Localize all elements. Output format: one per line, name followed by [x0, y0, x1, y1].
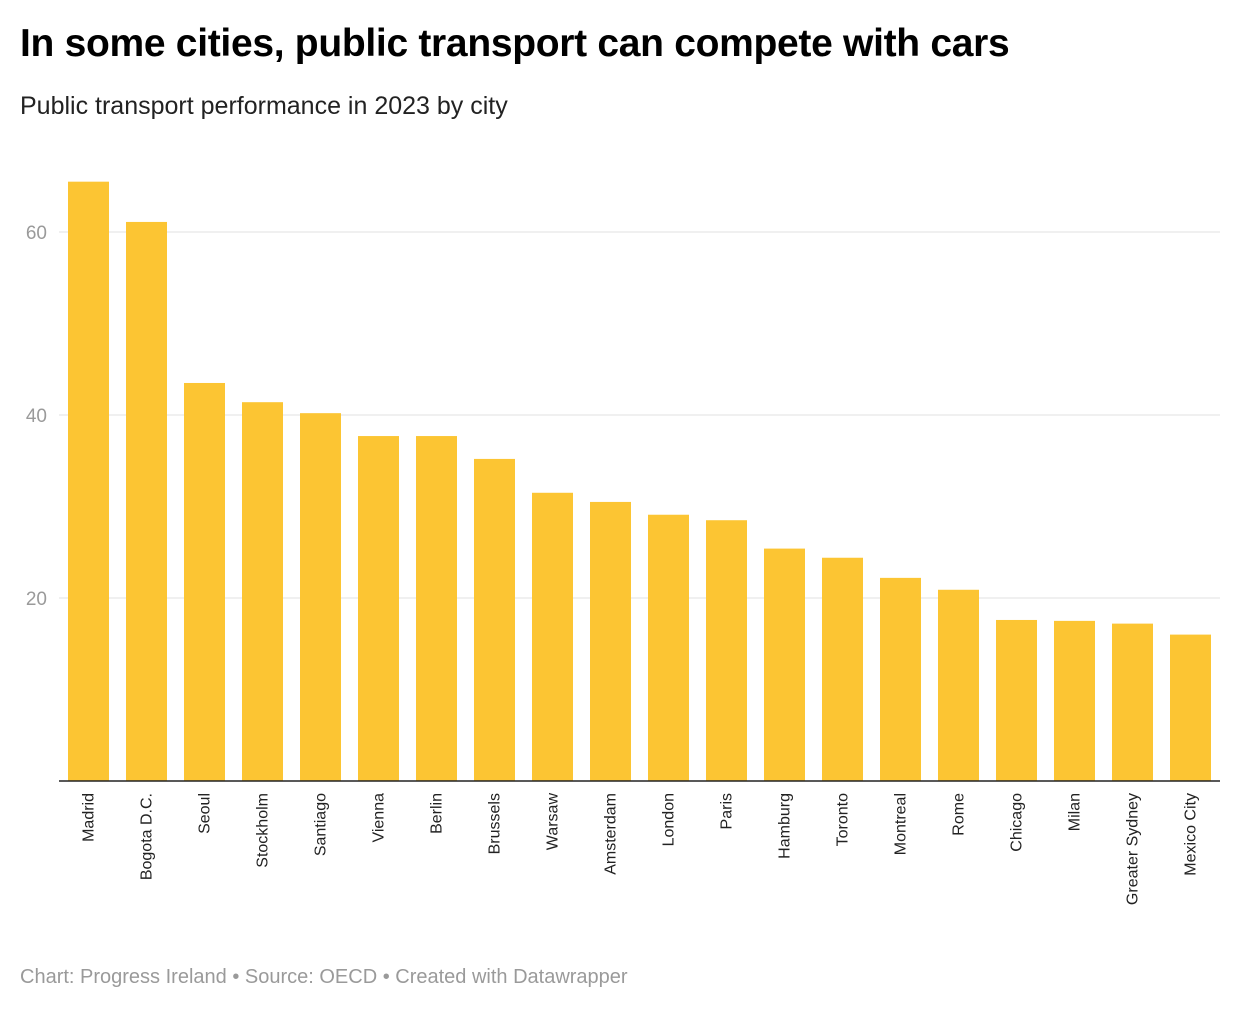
x-tick-label: Madrid [81, 793, 98, 842]
x-tick-label: Montreal [893, 793, 910, 855]
chart-subtitle: Public transport performance in 2023 by … [20, 92, 508, 120]
x-tick-label: Mexico City [1183, 793, 1200, 876]
bar-amsterdam [590, 501, 631, 781]
bar-santiago [300, 413, 341, 781]
bar-montreal [880, 577, 921, 781]
chart-footer: Chart: Progress Ireland • Source: OECD •… [20, 966, 628, 988]
x-tick-label: Seoul [197, 793, 214, 834]
x-tick-label: Berlin [429, 793, 446, 834]
x-tick-label: Santiago [313, 793, 330, 856]
x-tick-label: Brussels [487, 793, 504, 854]
bar-brussels [474, 458, 515, 781]
bar-chicago [996, 619, 1037, 781]
bar-paris [706, 520, 747, 781]
x-tick-label: Chicago [1009, 793, 1026, 852]
x-tick-label: Vienna [371, 793, 388, 843]
x-tick-label: Toronto [835, 793, 852, 846]
y-tick-label: 60 [26, 223, 47, 244]
bar-london [648, 514, 689, 781]
bar-berlin [416, 436, 457, 781]
bar-warsaw [532, 492, 573, 781]
bar-madrid [68, 181, 109, 782]
x-tick-label: London [661, 793, 678, 846]
bar-seoul [184, 382, 225, 781]
x-tick-label: Stockholm [255, 793, 272, 868]
bar-mexico-city [1170, 634, 1211, 781]
y-tick-label: 40 [26, 406, 47, 427]
bar-milan [1054, 620, 1095, 781]
x-tick-label: Hamburg [777, 793, 794, 859]
x-tick-label: Warsaw [545, 793, 562, 851]
bar-rome [938, 589, 979, 781]
bar-bogota-d-c- [126, 221, 167, 781]
bar-stockholm [242, 402, 283, 781]
x-tick-label: Paris [719, 793, 736, 829]
bar-vienna [358, 436, 399, 781]
x-tick-label: Bogota D.C. [139, 793, 156, 880]
y-tick-label: 20 [26, 589, 47, 610]
bar-toronto [822, 557, 863, 781]
x-tick-label: Rome [951, 793, 968, 836]
bar-greater-sydney [1112, 623, 1153, 781]
bar-hamburg [764, 548, 805, 781]
x-tick-label: Milan [1067, 793, 1084, 831]
x-tick-label: Amsterdam [603, 793, 620, 875]
chart-title: In some cities, public transport can com… [20, 22, 1010, 65]
x-tick-label: Greater Sydney [1125, 793, 1142, 905]
